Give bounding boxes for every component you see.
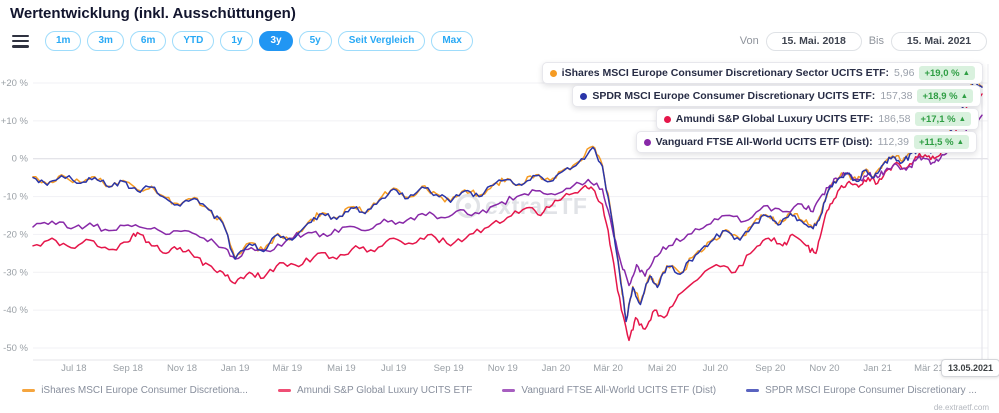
y-tick-label: +20 % xyxy=(1,78,29,89)
series-line-vanguard xyxy=(32,114,983,287)
range-button-3m[interactable]: 3m xyxy=(87,31,124,51)
x-tick-label: Nov 18 xyxy=(167,363,197,374)
y-tick-label: -30 % xyxy=(3,267,28,278)
range-button-ytd[interactable]: YTD xyxy=(172,31,215,51)
x-tick-label: Jul 19 xyxy=(381,363,406,374)
extraetf-logo-watermark: extraETF xyxy=(455,193,587,219)
svg-text:extraETF: extraETF xyxy=(485,193,587,219)
y-tick-label: -40 % xyxy=(3,305,28,316)
series-color-dot xyxy=(643,138,651,146)
range-button-5y[interactable]: 5y xyxy=(298,31,332,51)
tooltip-series-name: SPDR MSCI Europe Consumer Discretionary … xyxy=(592,90,876,102)
series-line-spdr xyxy=(32,80,983,323)
von-label: Von xyxy=(739,35,759,47)
legend-item[interactable]: SPDR MSCI Europe Consumer Discretionary … xyxy=(746,385,977,396)
tooltip-series-name: Vanguard FTSE All-World UCITS ETF (Dist)… xyxy=(655,136,873,148)
menu-icon[interactable] xyxy=(12,34,29,48)
series-color-dot xyxy=(549,69,557,77)
series-line-amundi xyxy=(32,92,983,342)
page-title: Wertentwicklung (inkl. Ausschüttungen) xyxy=(10,5,296,22)
range-buttons: 1m 3m 6m YTD 1y 3y 5y Seit Vergleich Max xyxy=(45,31,473,51)
legend-label: Vanguard FTSE All-World UCITS ETF (Dist) xyxy=(521,385,717,396)
x-tick-label: Mai 19 xyxy=(327,363,356,374)
x-tick-label: Mär 19 xyxy=(273,363,303,374)
up-arrow-icon: ▲ xyxy=(956,137,964,147)
x-tick-label: Jan 20 xyxy=(542,363,571,374)
tooltip-series-name: iShares MSCI Europe Consumer Discretiona… xyxy=(561,67,889,79)
legend-color-dash xyxy=(22,389,36,392)
tooltip-row: Amundi S&P Global Luxury UCITS ETF: 186,5… xyxy=(655,108,979,130)
tooltip-series-name: Amundi S&P Global Luxury UCITS ETF: xyxy=(675,113,874,125)
date-range-controls: Von 15. Mai. 2018 Bis 15. Mai. 2021 xyxy=(739,31,987,51)
chart-legend: iShares MSCI Europe Consumer Discretiona… xyxy=(0,385,999,396)
bis-label: Bis xyxy=(868,35,884,47)
date-to-input[interactable]: 15. Mai. 2021 xyxy=(891,31,987,51)
legend-label: Amundi S&P Global Luxury UCITS ETF xyxy=(296,385,473,396)
x-tick-label: Mär 21 xyxy=(914,363,944,374)
range-button-1m[interactable]: 1m xyxy=(45,31,82,51)
tooltip-row: iShares MSCI Europe Consumer Discretiona… xyxy=(541,62,983,84)
range-button-3y[interactable]: 3y xyxy=(259,31,293,51)
x-tick-label: Mär 20 xyxy=(593,363,623,374)
legend-color-dash xyxy=(502,389,516,392)
tooltip-series-value: 186,58 xyxy=(878,113,911,125)
y-tick-label: -20 % xyxy=(3,229,28,240)
y-tick-label: -10 % xyxy=(3,192,28,203)
series-color-dot xyxy=(580,92,588,100)
up-arrow-icon: ▲ xyxy=(962,68,970,78)
x-tick-label: Jan 21 xyxy=(863,363,892,374)
legend-item[interactable]: iShares MSCI Europe Consumer Discretiona… xyxy=(22,385,248,396)
x-tick-label: Sep 18 xyxy=(113,363,143,374)
crosshair-date-badge: 13.05.2021 xyxy=(941,359,999,377)
tooltip-series-value: 5,96 xyxy=(894,67,915,79)
watermark-url: de.extraetf.com xyxy=(933,403,989,412)
legend-label: iShares MSCI Europe Consumer Discretiona… xyxy=(41,385,248,396)
date-from-input[interactable]: 15. Mai. 2018 xyxy=(765,31,862,51)
tooltip-series-value: 112,39 xyxy=(877,136,909,148)
range-button-6m[interactable]: 6m xyxy=(129,31,167,51)
x-tick-label: Sep 19 xyxy=(434,363,464,374)
series-color-dot xyxy=(663,115,671,123)
up-arrow-icon: ▲ xyxy=(958,114,966,124)
x-tick-label: Jan 19 xyxy=(221,363,250,374)
legend-color-dash xyxy=(277,389,291,392)
legend-color-dash xyxy=(746,389,760,392)
y-tick-label: +10 % xyxy=(1,116,29,127)
legend-label: SPDR MSCI Europe Consumer Discretionary … xyxy=(765,385,977,396)
x-tick-label: Mai 20 xyxy=(648,363,677,374)
range-button-max[interactable]: Max xyxy=(431,31,473,51)
range-button-1y[interactable]: 1y xyxy=(220,31,254,51)
change-badge: +11,5 % ▲ xyxy=(913,135,969,149)
change-badge: +19,0 % ▲ xyxy=(919,66,975,80)
y-tick-label: -50 % xyxy=(3,343,28,354)
x-tick-label: Nov 19 xyxy=(488,363,518,374)
range-button-seit-vergleich[interactable]: Seit Vergleich xyxy=(337,31,426,51)
x-tick-label: Jul 20 xyxy=(703,363,728,374)
legend-item[interactable]: Amundi S&P Global Luxury UCITS ETF xyxy=(277,385,473,396)
x-tick-label: Jul 18 xyxy=(61,363,86,374)
tooltip-row: SPDR MSCI Europe Consumer Discretionary … xyxy=(572,85,981,107)
x-tick-label: Nov 20 xyxy=(809,363,839,374)
change-badge: +17,1 % ▲ xyxy=(915,112,971,126)
up-arrow-icon: ▲ xyxy=(960,91,968,101)
legend-item[interactable]: Vanguard FTSE All-World UCITS ETF (Dist) xyxy=(502,385,716,396)
y-tick-label: 0 % xyxy=(12,154,29,165)
chart-toolbar: 1m 3m 6m YTD 1y 3y 5y Seit Vergleich Max Von 15.… xyxy=(12,31,987,51)
x-tick-label: Sep 20 xyxy=(755,363,785,374)
tooltip-series-value: 157,38 xyxy=(880,90,913,102)
tooltip-row: Vanguard FTSE All-World UCITS ETF (Dist)… xyxy=(635,131,977,153)
change-badge: +18,9 % ▲ xyxy=(917,89,973,103)
